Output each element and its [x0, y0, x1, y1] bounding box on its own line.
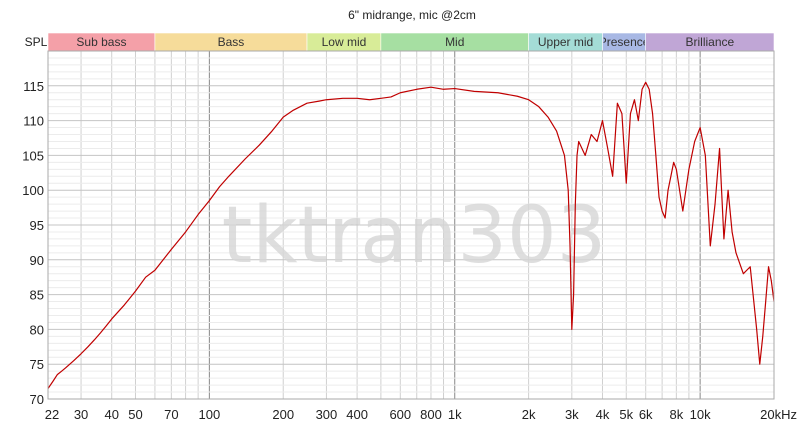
x-tick-label: 8k [669, 407, 683, 422]
x-tick-label: 4k [596, 407, 610, 422]
y-tick-label: 95 [30, 218, 44, 233]
y-tick-label: 85 [30, 288, 44, 303]
y-axis-label: SPL [25, 35, 48, 49]
x-tick-label: 20kHz [760, 407, 797, 422]
band-label-4: Upper mid [538, 35, 593, 49]
x-tick-label: 50 [128, 407, 142, 422]
plot-frame [47, 50, 775, 400]
chart-title: 6" midrange, mic @2cm [348, 8, 476, 22]
x-tick-label: 600 [389, 407, 411, 422]
series-group [47, 81, 775, 389]
y-tick-label: 80 [30, 322, 44, 337]
band-label-0: Sub bass [76, 35, 126, 49]
y-tick-label: 75 [30, 357, 44, 372]
y-tick-labels: 70 75 80 85 90 95 100 105 110 115 [22, 79, 44, 407]
y-tick-label: 115 [23, 79, 44, 94]
x-tick-label: 30 [74, 407, 88, 422]
frequency-bands: Sub bass Bass Low mid Mid Upper mid Presence B… [47, 32, 775, 52]
x-tick-label: 6k [639, 407, 653, 422]
x-tick-label: 2k [522, 407, 536, 422]
y-tick-label: 105 [22, 148, 44, 163]
grid [48, 50, 775, 400]
x-tick-label: 1k [448, 407, 462, 422]
band-label-1: Bass [218, 35, 245, 49]
x-tick-label: 5k [619, 407, 633, 422]
x-tick-label: 800 [420, 407, 442, 422]
x-tick-label: 3k [565, 407, 579, 422]
x-tick-label: 70 [164, 407, 178, 422]
x-tick-label: 300 [316, 407, 338, 422]
x-tick-label: 40 [104, 407, 118, 422]
band-label-2: Low mid [322, 35, 367, 49]
x-tick-label: 400 [346, 407, 368, 422]
band-label-3: Mid [445, 35, 464, 49]
y-tick-label: 70 [30, 392, 44, 407]
x-tick-label: 10k [690, 407, 711, 422]
y-tick-label: 90 [30, 253, 44, 268]
series-line-0 [47, 81, 775, 389]
watermark: tktran303 [222, 191, 607, 281]
x-tick-label: 100 [199, 407, 221, 422]
band-label-5: Presence [599, 35, 650, 49]
y-tick-label: 100 [22, 183, 44, 198]
x-tick-label: 22 [45, 407, 59, 422]
band-label-6: Brilliance [686, 35, 735, 49]
x-tick-labels: 22 30 40 50 70 100 200 300 400 600 800 1k 2k 3k 4k 5k 6k… [45, 407, 797, 422]
x-tick-label: 200 [272, 407, 294, 422]
y-tick-label: 110 [23, 114, 44, 129]
